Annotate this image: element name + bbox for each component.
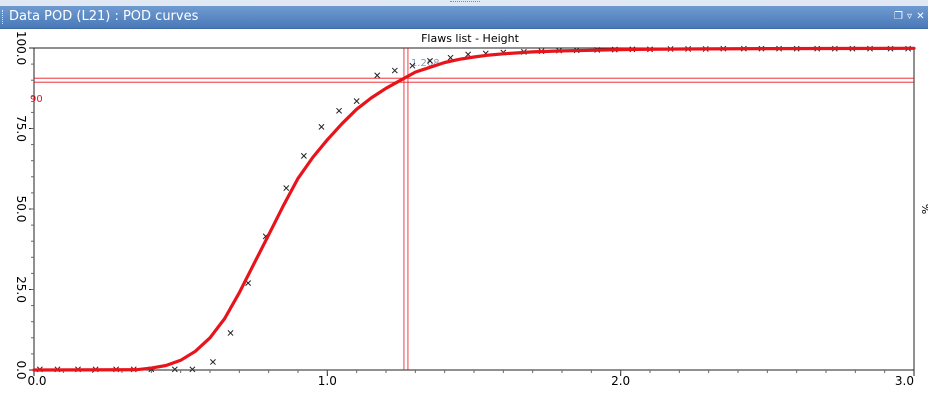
y-tick-label-1: 25.0 bbox=[14, 276, 28, 303]
pod-chart: 0.0 1.0 2.0 3.0 0.0 25.0 50.0 75.0 100.0 90 1.268… bbox=[14, 31, 928, 388]
data-point-stroke bbox=[447, 54, 454, 61]
pod-curve-line bbox=[32, 46, 916, 372]
data-point-stroke bbox=[409, 62, 416, 69]
chart-series bbox=[32, 45, 916, 373]
threshold-y-label: 90 bbox=[30, 94, 43, 105]
x-tick-label-3: 3.0 bbox=[895, 374, 914, 388]
data-point-7 bbox=[171, 366, 178, 373]
data-point-stroke bbox=[209, 358, 216, 365]
data-point-13 bbox=[283, 185, 290, 192]
data-point-16 bbox=[336, 107, 343, 114]
data-point-stroke bbox=[245, 280, 252, 287]
data-point-stroke bbox=[391, 67, 398, 74]
data-point-stroke bbox=[300, 152, 307, 159]
data-point-stroke bbox=[227, 330, 234, 336]
data-point-9 bbox=[209, 358, 216, 365]
restore-icon[interactable]: ❐ bbox=[894, 11, 903, 22]
window-title: Data POD (L21) : POD curves bbox=[9, 9, 199, 24]
data-point-stroke bbox=[353, 98, 360, 105]
close-icon[interactable]: ✕ bbox=[916, 11, 925, 22]
data-point-10 bbox=[227, 330, 234, 336]
data-point-stroke bbox=[465, 51, 472, 58]
data-point-21 bbox=[427, 57, 433, 64]
threshold-x-label: 1.268 bbox=[411, 58, 440, 69]
data-point-15 bbox=[318, 123, 325, 130]
titlebar-drag-handle[interactable] bbox=[2, 10, 6, 24]
data-point-8 bbox=[189, 366, 196, 373]
data-point-20 bbox=[409, 62, 416, 69]
chart-axes: 0.0 1.0 2.0 3.0 0.0 25.0 50.0 75.0 100.0 bbox=[14, 31, 915, 388]
data-point-14 bbox=[300, 152, 307, 159]
chart-title: Flaws list - Height bbox=[421, 32, 520, 45]
window-titlebar[interactable]: Data POD (L21) : POD curves ❐ ▿ ✕ bbox=[0, 6, 928, 29]
data-point-17 bbox=[353, 98, 360, 105]
y-tick-label-4: 100.0 bbox=[14, 31, 28, 65]
y-tick-label-2: 50.0 bbox=[14, 196, 28, 223]
data-point-stroke bbox=[189, 366, 196, 373]
y-tick-label-3: 75.0 bbox=[14, 115, 28, 142]
data-point-19 bbox=[391, 67, 398, 74]
x-tick-label-2: 2.0 bbox=[611, 374, 630, 388]
data-point-stroke bbox=[336, 107, 343, 114]
grip-dots bbox=[450, 1, 480, 4]
y-unit-label: % bbox=[919, 204, 928, 214]
x-tick-label-1: 1.0 bbox=[318, 374, 337, 388]
data-point-stroke bbox=[427, 57, 433, 64]
data-point-stroke bbox=[374, 72, 381, 79]
dock-resize-grip[interactable] bbox=[0, 0, 928, 6]
data-point-stroke bbox=[283, 185, 290, 192]
threshold-lines: 90 1.268 bbox=[30, 48, 914, 370]
window-controls: ❐ ▿ ✕ bbox=[894, 10, 925, 23]
x-tick-label-0: 0.0 bbox=[27, 374, 46, 388]
chart-labels: Flaws list - Height % bbox=[421, 32, 928, 214]
data-point-stroke bbox=[171, 366, 178, 373]
y-tick-label-0: 0.0 bbox=[14, 360, 28, 379]
pin-icon[interactable]: ▿ bbox=[906, 11, 913, 22]
data-point-18 bbox=[374, 72, 381, 79]
pod-chart-area: 0.0 1.0 2.0 3.0 0.0 25.0 50.0 75.0 100.0 90 1.268… bbox=[0, 29, 928, 391]
data-point-stroke bbox=[318, 123, 325, 130]
